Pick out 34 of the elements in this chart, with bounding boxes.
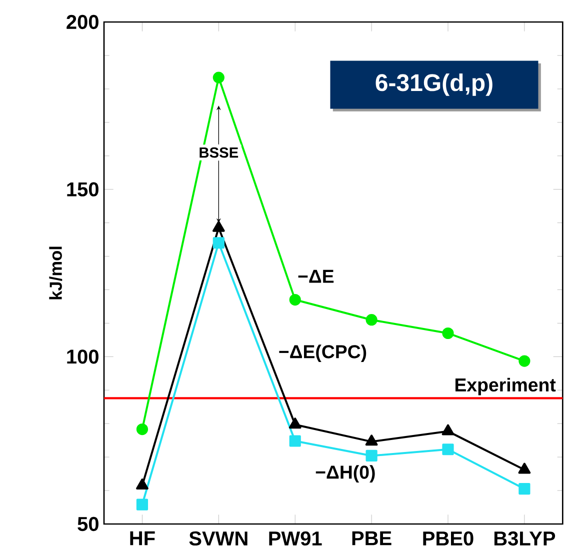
point	[518, 462, 531, 474]
point	[518, 355, 530, 367]
annotation: BSSE	[200, 147, 238, 158]
ref-line-label: Experiment	[455, 378, 556, 396]
point	[518, 483, 530, 495]
point	[366, 450, 378, 462]
x-tick-label: SVWN	[189, 531, 248, 546]
point	[136, 498, 148, 510]
point	[212, 72, 224, 84]
text: 6-31G(d,p)	[376, 74, 492, 96]
series-label: −ΔH(0)	[316, 465, 375, 482]
point	[442, 444, 454, 456]
point	[136, 423, 148, 436]
point	[365, 434, 378, 446]
point	[289, 294, 301, 306]
y-tick-label: 50	[78, 516, 98, 532]
x-tick-label: PBE	[352, 531, 392, 546]
point	[442, 327, 454, 340]
point	[366, 314, 378, 326]
x-tick-label: HF	[130, 531, 155, 546]
series-label: −ΔE(CPC)	[279, 344, 366, 362]
y-tick-label: 150	[67, 182, 98, 196]
series-label: −ΔE	[298, 270, 334, 283]
point	[442, 424, 454, 436]
point	[288, 418, 302, 429]
point	[289, 435, 301, 447]
x-tick-label: B3LYP	[494, 531, 556, 546]
x-tick-label: PBE0	[423, 531, 474, 546]
y-tick-label: 200	[66, 14, 98, 30]
y-tick-label: 100	[67, 350, 98, 364]
x-tick-label: PW91	[269, 531, 322, 546]
point	[136, 478, 148, 490]
y-axis-title: kJ/mol	[49, 246, 62, 300]
point	[212, 237, 224, 249]
